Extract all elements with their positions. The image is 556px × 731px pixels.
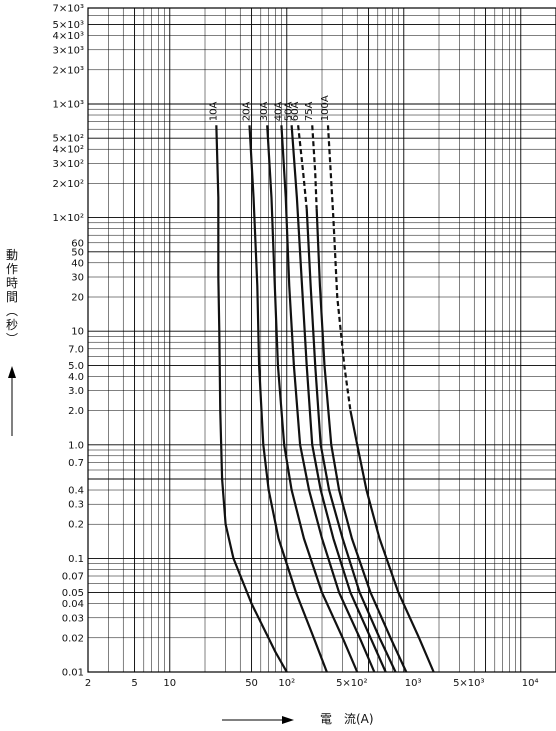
- y-axis-label-char: ︵: [5, 304, 18, 318]
- y-tick-label: 5×10³: [53, 20, 84, 31]
- y-tick-label: 5×10²: [53, 134, 84, 145]
- curve-100A: [349, 410, 435, 673]
- curve-label-60A: 60A: [290, 102, 301, 122]
- y-tick-label: 5.0: [68, 361, 84, 372]
- curve-30A: [266, 125, 359, 673]
- y-axis-label: 動作時間 ︵ 秒 ︶: [4, 248, 20, 346]
- y-tick-label: 2×10²: [53, 179, 84, 190]
- y-tick-label: 7.0: [68, 344, 84, 355]
- y-tick-label: 0.04: [62, 599, 84, 610]
- y-axis-label-char: 作: [5, 262, 18, 276]
- y-tick-label: 1×10²: [53, 213, 84, 224]
- y-tick-label: 0.7: [68, 458, 84, 469]
- x-tick-label: 10⁴: [522, 678, 539, 689]
- y-tick-label: 3.0: [68, 386, 84, 397]
- curve-label-30A: 30A: [259, 102, 270, 122]
- x-tick-labels: 2 5 10 50 10² 5×10² 10³ 5×10³ 10⁴: [85, 678, 539, 689]
- curve-50A: [290, 125, 387, 673]
- y-tick-label: 0.03: [62, 613, 84, 624]
- x-tick-label: 10³: [405, 678, 422, 689]
- y-tick-label: 20: [71, 293, 84, 304]
- curve-40A: [280, 125, 376, 673]
- minor-grid: [87, 7, 556, 672]
- y-tick-label: 0.01: [62, 668, 84, 679]
- curve-label-75A: 75A: [304, 102, 315, 122]
- x-axis-label: 電 流(A): [320, 712, 374, 726]
- y-tick-label: 1×10³: [53, 100, 84, 111]
- y-tick-label: 4×10²: [53, 145, 84, 156]
- curve-label-50A: 50A: [284, 102, 295, 122]
- y-tick-label: 3×10³: [53, 45, 84, 56]
- y-tick-label: 40: [71, 258, 84, 269]
- y-tick-label: 0.07: [62, 572, 84, 583]
- curve-100A-dashed: [326, 125, 352, 411]
- y-axis-label-char: 時: [5, 276, 18, 290]
- x-tick-label: 5: [131, 678, 137, 689]
- curve-label-100A: 100A: [320, 95, 331, 121]
- y-tick-label: 0.2: [68, 520, 84, 531]
- x-tick-label: 50: [245, 678, 258, 689]
- y-tick-label: 10: [71, 327, 84, 338]
- y-tick-label: 30: [71, 273, 84, 284]
- y-tick-label: 0.02: [62, 633, 84, 644]
- y-axis-label-char: 間: [5, 290, 18, 304]
- curve-label-20A: 20A: [241, 102, 252, 122]
- y-tick-label: 1.0: [68, 440, 84, 451]
- x-axis-label-wrap: 電 流(A): [222, 710, 422, 730]
- y-tick-label: 2×10³: [53, 65, 84, 76]
- y-axis-label-char: ︶: [5, 332, 18, 346]
- x-tick-label: 10²: [278, 678, 295, 689]
- curve-60A: [305, 208, 397, 673]
- y-tick-label: 3×10²: [53, 159, 84, 170]
- curve-20A: [248, 125, 328, 673]
- y-tick-label: 7×10³: [53, 4, 84, 15]
- curve-10A: [215, 125, 288, 673]
- y-tick-label: 0.3: [68, 500, 84, 511]
- curve-label-40A: 40A: [273, 102, 284, 122]
- y-tick-label: 2.0: [68, 406, 84, 417]
- x-tick-label: 10: [163, 678, 176, 689]
- x-tick-label: 2: [85, 678, 91, 689]
- y-axis-label-char: 動: [5, 248, 18, 262]
- y-tick-label: 50: [71, 247, 84, 258]
- curve-label-10A: 10A: [208, 102, 219, 122]
- y-tick-label: 0.05: [62, 588, 84, 599]
- x-tick-label: 5×10³: [453, 678, 484, 689]
- x-axis-arrow: [222, 716, 294, 724]
- y-tick-label: 0.4: [68, 486, 84, 497]
- y-tick-label: 4.0: [68, 372, 84, 383]
- y-axis-label-char: 秒: [5, 318, 18, 332]
- plot-frame: [87, 7, 556, 673]
- x-tick-label: 5×10²: [336, 678, 367, 689]
- y-axis-arrow: [8, 366, 16, 436]
- y-tick-label: 4×10³: [53, 31, 84, 42]
- y-tick-label: 60: [71, 238, 84, 249]
- curve-75A: [315, 208, 408, 673]
- y-tick-label: 0.1: [68, 554, 84, 565]
- fuse-curves: [215, 125, 435, 673]
